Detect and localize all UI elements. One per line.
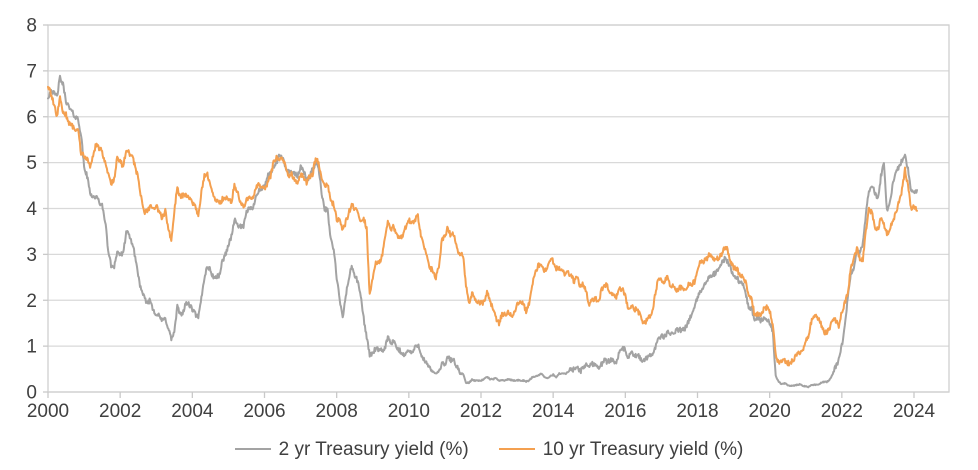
- y-axis-tick-label: 0: [26, 383, 37, 404]
- x-axis-tick-label: 2012: [460, 401, 502, 422]
- series-line-2yr: [47, 74, 918, 389]
- legend-label-10yr: 10 yr Treasury yield (%): [542, 438, 744, 460]
- x-axis-tick-label: 2022: [821, 401, 863, 422]
- x-axis-tick-label: 2000: [27, 401, 69, 422]
- legend-item-10yr: 10 yr Treasury yield (%): [498, 438, 744, 460]
- y-axis-tick-label: 1: [26, 337, 37, 358]
- x-axis-tick-label: 2002: [99, 401, 141, 422]
- x-axis-tick-label: 2004: [171, 401, 214, 422]
- y-axis-tick-label: 8: [26, 16, 37, 37]
- y-axis-tick-label: 7: [26, 61, 37, 82]
- legend: 2 yr Treasury yield (%) 10 yr Treasury y…: [0, 435, 978, 463]
- y-axis-tick-label: 3: [26, 245, 37, 266]
- series-line-10yr: [47, 85, 918, 367]
- y-axis-tick-label: 6: [26, 107, 37, 128]
- x-axis-tick-label: 2024: [893, 401, 936, 422]
- legend-swatch-10yr-line: [498, 447, 535, 451]
- legend-swatch-2yr-line: [234, 447, 271, 451]
- x-axis-tick-label: 2008: [316, 401, 358, 422]
- x-axis-tick-label: 2020: [749, 401, 791, 422]
- y-axis-tick-label: 2: [26, 291, 37, 312]
- y-axis-tick-label: 5: [26, 153, 37, 174]
- y-axis-tick-label: 4: [26, 199, 37, 220]
- legend-item-2yr: 2 yr Treasury yield (%): [234, 438, 469, 460]
- legend-label-2yr: 2 yr Treasury yield (%): [278, 438, 469, 460]
- x-axis-tick-label: 2014: [532, 401, 575, 422]
- x-axis-tick-label: 2006: [243, 401, 285, 422]
- x-axis-tick-label: 2018: [676, 401, 718, 422]
- x-axis-tick-label: 2016: [604, 401, 646, 422]
- x-axis-tick-label: 2010: [388, 401, 430, 422]
